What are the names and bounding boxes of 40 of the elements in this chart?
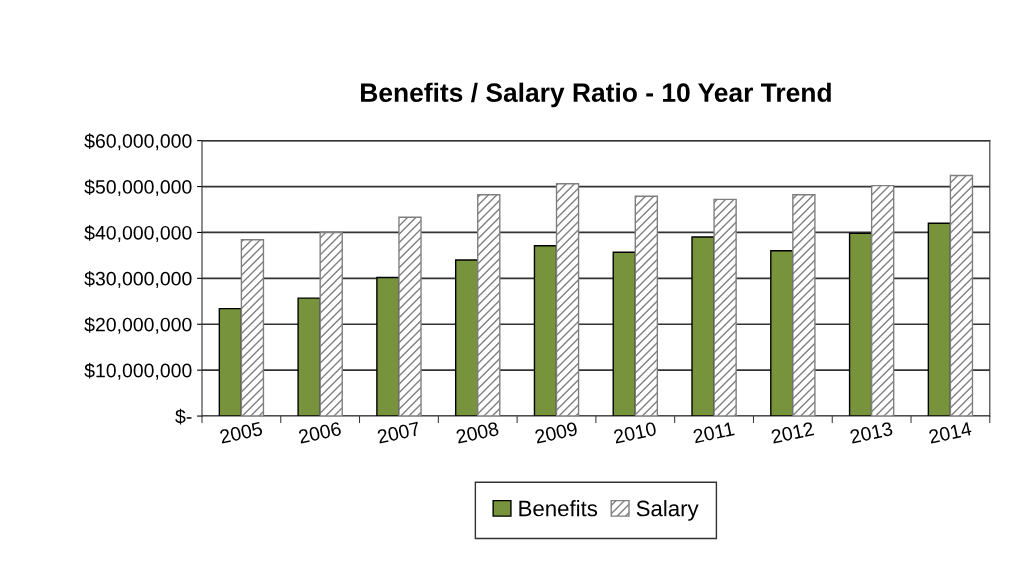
y-tick-label: $50,000,000 xyxy=(84,179,192,197)
y-tick-label: $30,000,000 xyxy=(84,271,192,288)
bar xyxy=(870,184,895,417)
bar xyxy=(713,198,737,417)
x-tick-label: 2006 xyxy=(298,421,342,444)
x-tick-label: 2011 xyxy=(692,421,735,444)
bar xyxy=(612,251,636,417)
y-tick-label: $20,000,000 xyxy=(84,316,192,334)
bar xyxy=(555,183,580,417)
x-tick-label: 2010 xyxy=(613,421,657,444)
legend-label: Salary xyxy=(636,500,699,521)
bar xyxy=(770,250,794,417)
bar xyxy=(927,222,952,417)
bar xyxy=(376,276,400,417)
bar xyxy=(792,194,816,417)
bar xyxy=(218,307,243,417)
x-tick-label: 2007 xyxy=(376,421,421,444)
x-tick-label: 2005 xyxy=(219,421,263,444)
x-tick-label: 2013 xyxy=(849,421,894,444)
y-tick-label: $- xyxy=(175,408,192,425)
y-tick-label: $40,000,000 xyxy=(84,225,192,242)
y-tick-label: $60,000,000 xyxy=(84,133,192,151)
bar xyxy=(634,195,659,417)
bar xyxy=(949,174,974,417)
bar xyxy=(691,236,715,417)
bar xyxy=(477,194,501,417)
x-tick-label: 2009 xyxy=(534,421,578,444)
bar xyxy=(240,239,265,417)
x-tick-label: 2014 xyxy=(928,421,973,444)
bar xyxy=(848,232,873,417)
bar xyxy=(398,216,422,417)
x-tick-label: 2008 xyxy=(455,421,500,444)
chart-title: Benefits / Salary Ratio - 10 Year Trend xyxy=(361,82,831,108)
bar xyxy=(533,245,558,417)
y-tick-label: $10,000,000 xyxy=(84,362,192,380)
legend-label: Benefits xyxy=(519,500,598,517)
x-tick-label: 2012 xyxy=(770,421,815,444)
bar xyxy=(319,231,343,417)
bar xyxy=(454,259,479,417)
bar xyxy=(297,297,321,417)
